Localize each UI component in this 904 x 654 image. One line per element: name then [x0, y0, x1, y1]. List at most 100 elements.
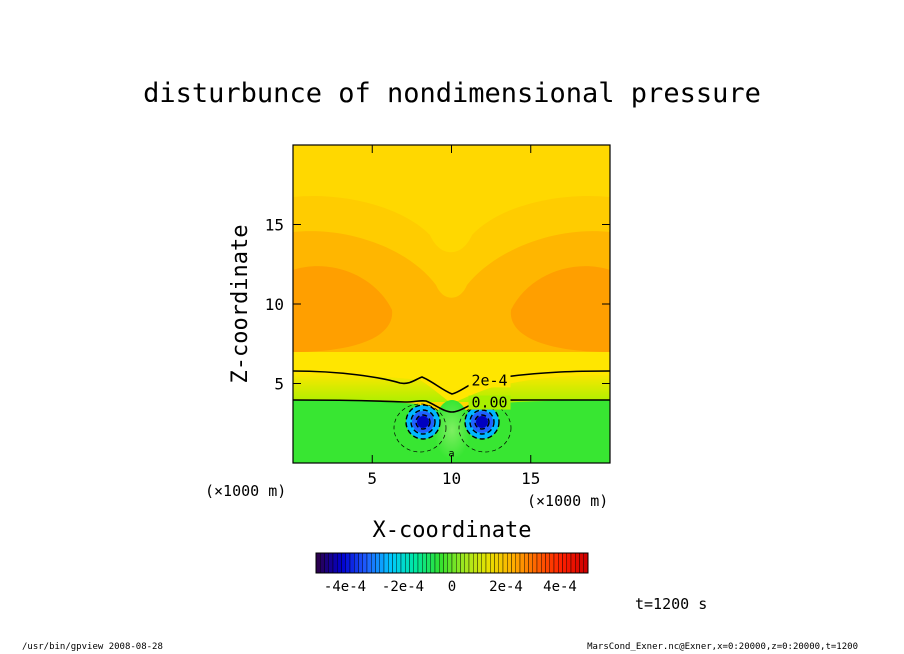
y-axis-label: Z-coordinate — [228, 225, 253, 384]
colorbar-cell — [511, 552, 516, 574]
colorbar-cell — [468, 552, 474, 574]
colorbar-cell — [451, 552, 457, 574]
colorbar-cell — [536, 552, 542, 574]
contour-label-bg-2 — [468, 395, 511, 410]
low-left-core — [417, 416, 429, 428]
colorbar-cell — [337, 552, 342, 574]
footer-left: /usr/bin/gpview 2008-08-28 — [22, 642, 163, 652]
weak-negative-contours — [393, 403, 512, 453]
colorbar-cell — [553, 552, 559, 574]
colorbar-frame — [315, 552, 589, 574]
weak-contour-left — [393, 403, 447, 453]
x-tick-label-5: 5 — [367, 469, 377, 488]
colorbar-cell — [498, 552, 504, 574]
field-green-center — [434, 400, 470, 460]
contour-2e-4 — [293, 370, 610, 395]
low-right-core — [476, 416, 488, 428]
x-tick-label-10: 10 — [442, 469, 461, 488]
colorbar-cell — [464, 552, 470, 574]
ticks — [293, 145, 610, 463]
contour-label-bg-1 — [468, 373, 511, 388]
colorbar-tick-3: 0 — [448, 579, 456, 595]
colorbar-cell — [541, 552, 546, 574]
colorbar-tick-1: -4e-4 — [324, 579, 366, 595]
colorbar-cell — [388, 552, 393, 574]
colorbar-cell — [490, 552, 495, 574]
colorbar-cell — [332, 552, 338, 574]
field-core-left — [293, 266, 393, 352]
colorbar-cell — [417, 552, 423, 574]
colorbar-cell — [583, 552, 589, 574]
neg-contour-right-2 — [469, 409, 495, 435]
field-near-zero — [293, 352, 610, 404]
colorbar-cell — [456, 552, 461, 574]
neg-contour-left-3 — [405, 404, 441, 440]
colorbar-cell — [349, 552, 355, 574]
colorbar-cell — [545, 552, 550, 574]
colorbar-cell — [515, 552, 521, 574]
colorbar-cell — [422, 552, 427, 574]
colorbar-tick-4: 2e-4 — [489, 579, 523, 595]
y-tick-label-5: 5 — [274, 375, 284, 394]
neg-contour-right-1 — [474, 414, 490, 430]
colorbar-cell — [447, 552, 453, 574]
colorbar-cell — [519, 552, 525, 574]
z-unit-label: (×1000 m) — [205, 482, 286, 500]
colorbar-cell — [494, 552, 499, 574]
colorbar-cell — [558, 552, 563, 574]
colorbar-cell — [532, 552, 538, 574]
plot-area — [293, 145, 610, 463]
colorbar-cell — [379, 552, 385, 574]
weak-contour-right — [458, 403, 512, 453]
colorbar-cell — [566, 552, 572, 574]
colorbar-cell — [345, 552, 351, 574]
colorbar-cell — [485, 552, 491, 574]
colorbar-cell — [328, 552, 334, 574]
colorbar-cell — [383, 552, 389, 574]
x-tick-label-15: 15 — [521, 469, 540, 488]
colorbar-cell — [430, 552, 436, 574]
time-label: t=1200 s — [635, 595, 707, 613]
colorbar-cell — [481, 552, 487, 574]
colorbar-cell — [375, 552, 380, 574]
colorbar-cell — [562, 552, 567, 574]
neg-contour-right-3 — [464, 404, 500, 440]
colorbar-cell — [341, 552, 346, 574]
colorbar-cell — [570, 552, 576, 574]
colorbar-cell — [413, 552, 419, 574]
chart-title: disturbunce of nondimensional pressure — [143, 78, 761, 109]
colorbar-cell — [358, 552, 363, 574]
x-axis-label: X-coordinate — [373, 518, 532, 543]
colorbar-cell — [396, 552, 402, 574]
colorbar-cell — [362, 552, 368, 574]
y-tick-label-15: 15 — [265, 216, 284, 235]
colorbar-cell — [549, 552, 555, 574]
colorbar-cell — [400, 552, 406, 574]
colorbar-cell — [434, 552, 440, 574]
neg-contour-left-2 — [410, 409, 436, 435]
min-marker: a — [448, 448, 454, 459]
contour-zero — [293, 399, 610, 413]
field-core-right — [510, 266, 610, 352]
colorbar-cell — [392, 552, 397, 574]
colorbar-tick-5: 4e-4 — [543, 579, 577, 595]
colorbar-cell — [426, 552, 431, 574]
field-light-green — [293, 373, 610, 404]
colorbar-cell — [579, 552, 584, 574]
colorbar-cell — [324, 552, 329, 574]
colorbar-cell — [460, 552, 465, 574]
negative-contours — [405, 404, 500, 440]
colorbar-cell — [315, 552, 321, 574]
colorbar-cell — [405, 552, 410, 574]
colorbar-cell — [473, 552, 478, 574]
colorbar-cell — [366, 552, 372, 574]
colorbar-cell — [507, 552, 512, 574]
colorbar-cell — [409, 552, 414, 574]
colorbar-cell — [528, 552, 533, 574]
contour-label-2e-4: 2e-4 — [471, 371, 507, 389]
colorbar-cell — [524, 552, 529, 574]
colorbar-cell — [439, 552, 444, 574]
contour-label-zero: 0.00 — [471, 394, 507, 412]
colorbar-cell — [575, 552, 580, 574]
